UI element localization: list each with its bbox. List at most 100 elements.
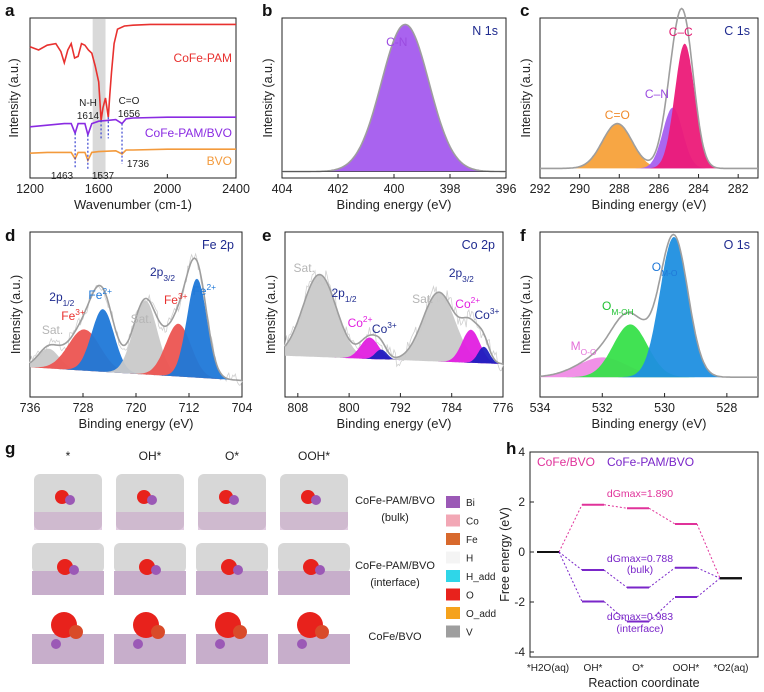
legend-label: Bi <box>466 498 475 509</box>
structure-model <box>198 474 266 530</box>
structure-bvo-base <box>116 512 184 530</box>
structure-model <box>114 543 186 595</box>
panel-letter: c <box>520 1 529 20</box>
panel-h-connector <box>696 577 721 598</box>
structure-cluster <box>233 565 243 575</box>
panel-letter: g <box>5 439 15 458</box>
legend-swatch <box>446 570 460 582</box>
panel-h-legend-cofe-pam-bvo: CoFe-PAM/BVO <box>607 455 694 469</box>
panel-e-peak-label: 2p1/2 <box>331 286 356 304</box>
structure-cluster <box>311 495 321 505</box>
panel-b-xtick-label: 404 <box>272 182 293 196</box>
panel-g-row-label: CoFe-PAM/BVO <box>355 495 435 507</box>
panel-c-xlabel: Binding energy (eV) <box>592 197 707 212</box>
panel-b-xtick-label: 396 <box>496 182 517 196</box>
panel-e-xtick-label: 800 <box>339 401 360 415</box>
panel-e-element-label: Co 2p <box>462 238 495 252</box>
panel-e-peak-label: Co3+ <box>372 320 397 336</box>
panel-b-xlabel: Binding energy (eV) <box>337 197 452 212</box>
panel-g-column-label: O* <box>225 449 239 463</box>
structure-cluster <box>151 625 165 639</box>
panel-f-axes: 534 532 530 528 Binding energy (eV) Intensity… <box>519 231 759 431</box>
structure-polymer <box>196 543 268 573</box>
panel-c-peak-label-cn: C–N <box>645 87 669 101</box>
panel-e-peak-label: 2p3/2 <box>449 266 474 284</box>
panel-g-column-label: * <box>66 449 71 463</box>
panel-letter: a <box>5 1 15 20</box>
panel-a-legend-bvo: BVO <box>207 154 232 168</box>
panel-f-xtick-label: 534 <box>530 401 551 415</box>
structure-bvo-slab <box>32 571 104 595</box>
panel-d-peak-area <box>30 309 242 381</box>
structure-model <box>280 474 348 530</box>
panel-a-annot-co: C=O <box>119 96 140 107</box>
panel-h-ytick-label: 2 <box>518 495 525 509</box>
panel-d-xtick-label: 704 <box>232 401 253 415</box>
panel-h-category-label: *H2O(aq) <box>527 663 569 674</box>
structure-bvo-slab <box>196 634 268 664</box>
panel-d-peak-area <box>30 348 242 381</box>
structure-cluster <box>315 625 329 639</box>
panel-h-connector <box>558 551 583 571</box>
structure-bvo-slab <box>278 571 350 595</box>
panel-a-xtick-label: 2000 <box>153 182 181 196</box>
panel-g-row-label: (interface) <box>370 577 420 589</box>
panel-d-element-label: Fe 2p <box>202 238 234 252</box>
panel-d-axes: 736 728 720 712 704 Binding energy (eV) Intens… <box>9 231 253 431</box>
structure-polymer <box>32 543 104 573</box>
panel-d-peak-label: Fe2+ <box>192 282 216 298</box>
panel-h-connector <box>696 523 721 579</box>
panel-e-xtick-label: 776 <box>493 401 514 415</box>
panel-g-row-label: (bulk) <box>381 512 409 524</box>
panel-h-connector <box>558 504 583 553</box>
panel-c-peak-label-co: C=O <box>605 108 630 122</box>
panel-h-xlabel: Reaction coordinate <box>588 676 699 690</box>
panel-c-envelope <box>540 7 758 170</box>
panel-a-series-line <box>29 23 236 121</box>
panel-c-peak-label-cc: C–C <box>669 25 693 39</box>
panel-a-legend-cofe-pam-bvo: CoFe-PAM/BVO <box>145 126 232 140</box>
panel-d-xtick-label: 720 <box>126 401 147 415</box>
panel-h-connector <box>603 569 628 588</box>
structure-bvo-slab <box>278 634 350 664</box>
structure-model <box>32 612 104 664</box>
panel-f-xtick-label: 528 <box>716 401 737 415</box>
legend-swatch <box>446 588 460 601</box>
structure-model <box>116 474 184 530</box>
panel-a-series-line <box>29 148 236 163</box>
panel-f-xtick-label: 532 <box>592 401 613 415</box>
legend-label: O_add <box>466 609 496 620</box>
structure-cluster <box>229 495 239 505</box>
panel-e-xtick-label: 792 <box>390 401 411 415</box>
panel-h-connector <box>603 504 628 509</box>
panel-a-axes: 1200 1600 2000 2400 Wavenumber (cm-1) Intensi… <box>7 17 250 212</box>
panel-a-xlabel: Wavenumber (cm-1) <box>74 197 192 212</box>
panel-a-annot-nh: N-H <box>79 98 97 109</box>
panel-c-xtick-label: 282 <box>728 182 749 196</box>
panel-a-annot-1463: 1463 <box>51 171 74 182</box>
panel-h-annot-bulk: (bulk) <box>627 564 653 576</box>
panel-e-ylabel: Intensity (a.u.) <box>264 275 278 354</box>
structure-bvo-slab <box>114 634 186 664</box>
panel-e-xlabel: Binding energy (eV) <box>337 416 452 431</box>
panel-h-annot-0983: dGmax=0.983 <box>607 611 673 623</box>
panel-b-peak-area <box>282 24 506 172</box>
legend-label: Fe <box>466 535 478 546</box>
panel-b-ylabel: Intensity (a.u.) <box>261 58 275 137</box>
panel-a-annot-1736: 1736 <box>127 159 150 170</box>
panel-h-connector <box>648 596 676 622</box>
structure-cluster <box>315 565 325 575</box>
panel-f-peak-area <box>540 237 758 378</box>
panel-a-xtick-label: 2400 <box>222 182 250 196</box>
panel-h-category-label: OOH* <box>673 663 700 674</box>
panel-g-row-label: CoFe/BVO <box>368 631 422 643</box>
panel-c-xtick-label: 292 <box>530 182 551 196</box>
panel-d-xtick-label: 728 <box>73 401 94 415</box>
structure-cluster <box>303 559 319 575</box>
panel-c-xtick-label: 284 <box>688 182 709 196</box>
panel-a-xtick-label: 1600 <box>85 182 113 196</box>
structure-polymer <box>114 543 186 573</box>
structure-cluster <box>65 495 75 505</box>
